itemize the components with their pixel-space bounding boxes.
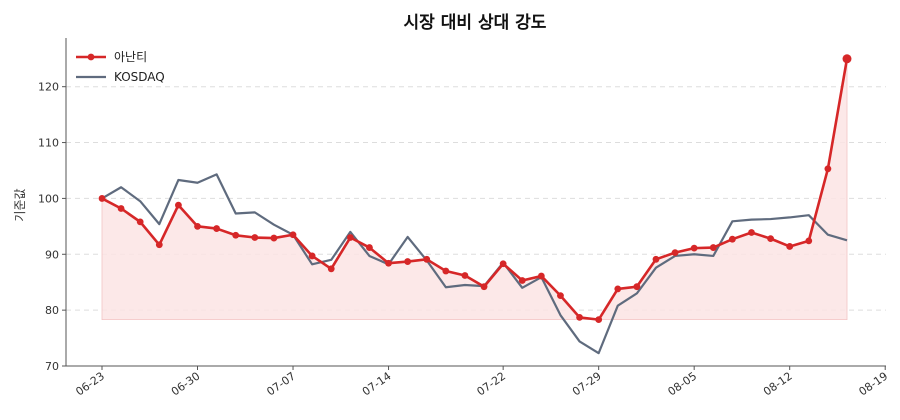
data-point xyxy=(423,255,431,263)
data-point xyxy=(690,244,698,252)
data-point xyxy=(748,229,755,236)
data-point xyxy=(385,259,392,267)
data-point xyxy=(346,234,354,241)
series-line-primary xyxy=(101,58,849,321)
data-point xyxy=(175,201,182,209)
y-tick-label: 90 xyxy=(45,248,59,261)
data-point xyxy=(442,267,450,275)
data-point xyxy=(366,244,373,251)
x-tick-label: 08-05 xyxy=(666,370,700,399)
data-point xyxy=(728,235,736,243)
data-point xyxy=(404,258,412,265)
data-point xyxy=(480,283,488,291)
data-point xyxy=(98,195,106,202)
x-tick-label: 07-07 xyxy=(264,370,298,399)
data-point xyxy=(824,165,832,173)
data-point xyxy=(652,255,660,263)
data-point xyxy=(155,241,163,249)
data-point xyxy=(461,272,469,279)
y-axis-label: 기준값 xyxy=(13,188,27,221)
data-point xyxy=(842,54,852,64)
data-point xyxy=(194,222,201,230)
legend: 아난티 KOSDAQ xyxy=(76,50,165,84)
y-tick-label: 80 xyxy=(45,304,59,317)
data-point xyxy=(633,283,641,291)
x-tick-label: 06-23 xyxy=(73,370,107,399)
legend-label: 아난티 xyxy=(114,50,147,64)
data-point xyxy=(232,231,240,239)
data-point xyxy=(499,260,507,268)
data-point xyxy=(327,265,335,273)
data-point xyxy=(537,272,545,280)
data-point xyxy=(786,243,794,250)
y-tick-label: 70 xyxy=(45,360,59,373)
x-tick-label: 06-30 xyxy=(169,370,203,399)
data-point xyxy=(213,225,221,232)
data-point xyxy=(518,277,526,284)
x-tick-label: 07-14 xyxy=(360,370,394,399)
series-layer xyxy=(98,54,852,355)
data-point xyxy=(767,235,774,243)
data-point xyxy=(557,292,564,300)
data-point xyxy=(576,314,583,321)
x-tick-label: 07-29 xyxy=(570,370,604,399)
data-point xyxy=(595,316,603,324)
data-point xyxy=(270,234,278,242)
data-point xyxy=(308,252,316,260)
x-tick-label: 08-12 xyxy=(761,370,795,399)
data-point xyxy=(805,237,813,245)
data-point xyxy=(614,285,622,293)
y-tick-label: 110 xyxy=(38,137,59,150)
data-point xyxy=(136,218,144,226)
y-tick-label: 120 xyxy=(38,81,59,94)
x-tick-label: 07-22 xyxy=(475,370,509,399)
data-point xyxy=(709,244,717,251)
data-point xyxy=(251,234,259,241)
series-line-kosdaq xyxy=(101,173,848,355)
data-point xyxy=(289,231,297,239)
data-point xyxy=(671,249,679,256)
x-tick-label: 08-19 xyxy=(857,370,891,399)
y-tick-label: 100 xyxy=(38,192,59,205)
data-point xyxy=(117,205,125,212)
chart-title: 시장 대비 상대 강도 xyxy=(404,13,547,33)
legend-label: KOSDAQ xyxy=(114,70,165,84)
legend-marker xyxy=(87,53,95,61)
